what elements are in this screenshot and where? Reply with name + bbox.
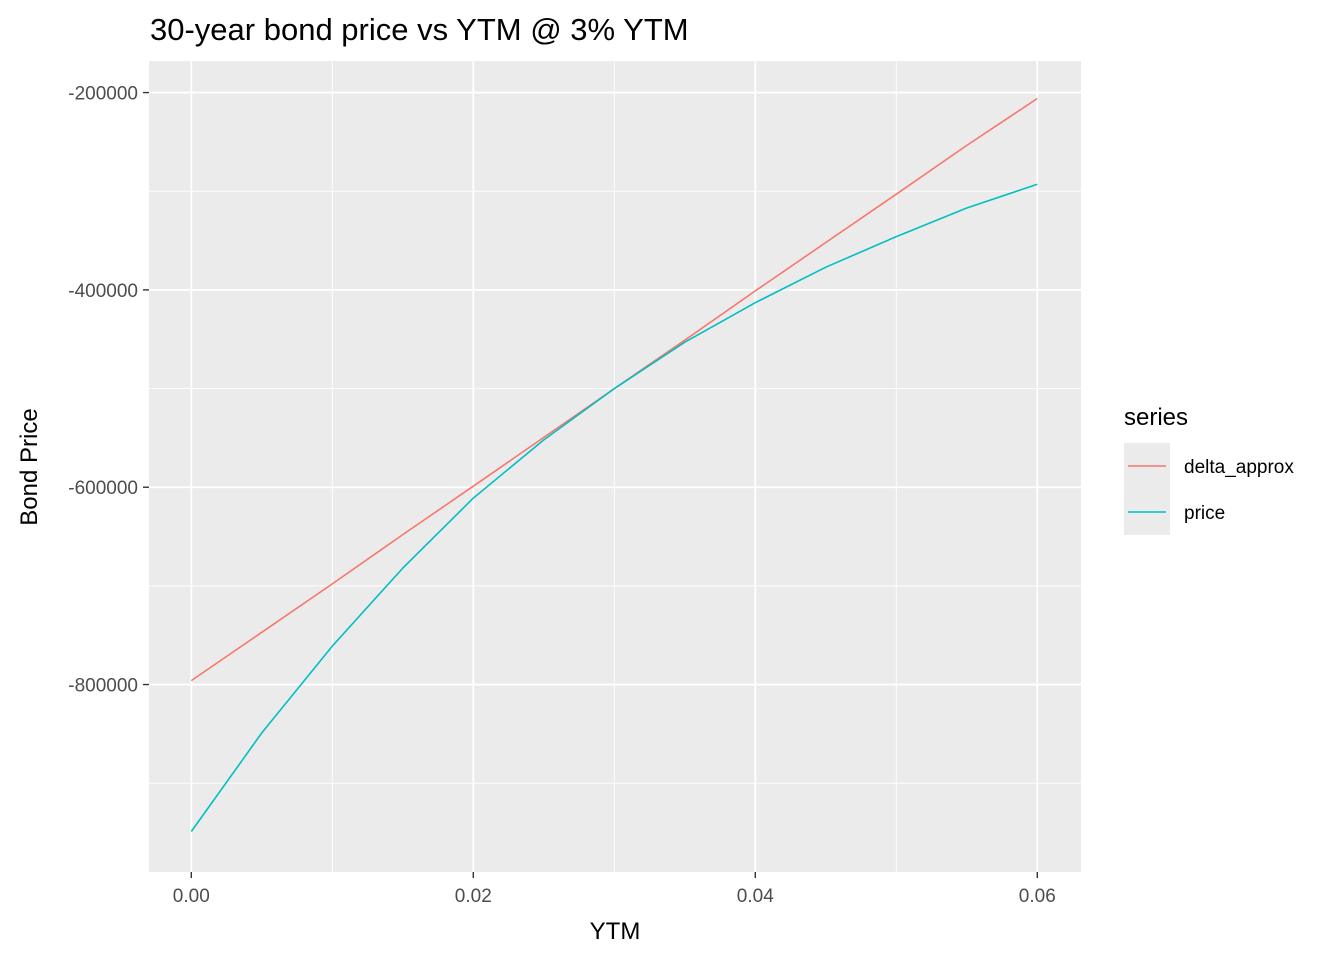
legend: series delta_approx price [1124, 404, 1294, 535]
legend-item-price: price [1124, 489, 1225, 535]
series-line-price [190, 183, 1038, 832]
legend-item-delta-approx: delta_approx [1124, 443, 1294, 489]
x-tick-label: 0.00 [173, 886, 210, 907]
y-axis: -800000 -600000 -400000 -200000 [68, 84, 149, 697]
x-tick-label: 0.04 [737, 886, 774, 907]
legend-label-price: price [1184, 503, 1225, 524]
series-lines [190, 97, 1038, 832]
legend-label-delta-approx: delta_approx [1184, 457, 1294, 478]
major-gridlines [149, 61, 1081, 872]
x-axis-title: YTM [590, 918, 641, 945]
x-tick-label: 0.02 [455, 886, 492, 907]
x-axis: 0.00 0.02 0.04 0.06 [173, 872, 1056, 907]
plot-panel [149, 61, 1081, 872]
chart-title: 30-year bond price vs YTM @ 3% YTM [150, 12, 689, 47]
y-axis-title: Bond Price [16, 408, 43, 525]
y-tick-label: -600000 [68, 478, 138, 499]
x-tick-label: 0.06 [1019, 886, 1056, 907]
y-tick-label: -200000 [68, 84, 138, 105]
y-tick-label: -800000 [68, 676, 138, 697]
legend-title: series [1124, 404, 1188, 431]
y-tick-label: -400000 [68, 281, 138, 302]
